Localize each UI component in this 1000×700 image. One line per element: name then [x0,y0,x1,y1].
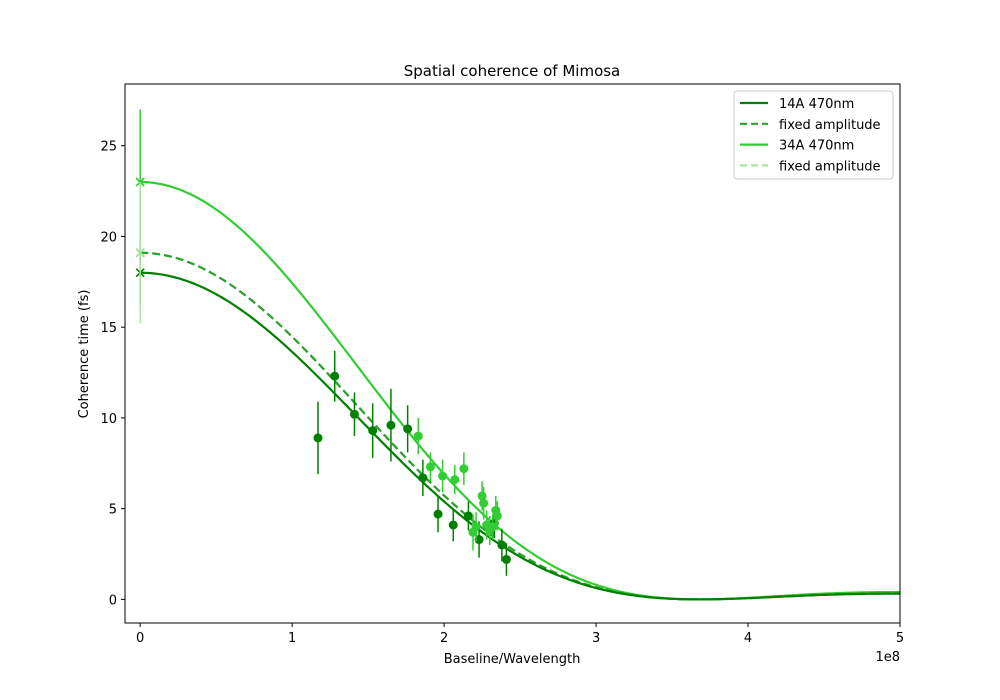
fit-curve-line [140,251,901,601]
data-point [463,511,473,521]
fit-curve-line [140,271,901,601]
data-point [330,371,340,381]
x-tick-label: 2 [440,631,448,646]
legend-label: fixed amplitude [779,118,881,133]
data-point [448,520,458,530]
data-point [474,535,484,545]
y-tick-label: 20 [100,230,117,245]
data-point [459,464,469,474]
data-point [492,511,502,521]
y-tick-label: 5 [109,503,117,518]
data-point [425,462,435,472]
plot-frame [124,83,901,624]
x-axis-label: Baseline/Wavelength [444,652,581,667]
data-point [501,554,511,564]
fit-curves [140,180,901,601]
data-point [450,475,460,485]
data-point [313,433,323,443]
chart-title: Spatial coherence of Mimosa [404,62,621,80]
fit-curve-line [140,251,901,601]
x-tick-label: 4 [744,631,752,646]
data-point [413,431,423,441]
x-tick-label: 3 [592,631,600,646]
y-axis-ticks: 0 5 10 15 20 25 [100,140,125,608]
y-tick-label: 15 [100,321,117,336]
y-tick-label: 10 [100,412,117,427]
data-point [403,424,413,434]
legend-label: 14A 470nm [779,97,854,112]
legend: 14A 470nm fixed amplitude 34A 470nm fixed a… [733,90,894,180]
data-point [418,473,428,483]
y-tick-label: 25 [100,140,117,155]
data-point [433,509,443,519]
data-point [386,420,396,430]
legend-label: 34A 470nm [779,139,854,154]
legend-box [733,90,894,180]
legend-label: fixed amplitude [779,159,881,174]
data-point-cross [135,248,145,258]
data-point [349,409,359,419]
data-point [368,426,378,436]
fit-curve-line [140,180,901,601]
x-tick-label: 0 [136,631,144,646]
y-axis-label: Coherence time (fs) [77,290,92,419]
y-tick-label: 0 [109,593,117,608]
x-tick-label: 1 [288,631,296,646]
data-point [438,471,448,481]
data-point [497,540,507,550]
x-axis-ticks: 0 1 2 3 4 5 [136,623,904,646]
x-axis-multiplier: 1e8 [875,650,900,665]
data-point [479,498,489,508]
x-tick-label: 5 [896,631,904,646]
data-point [488,522,498,532]
data-point [471,522,481,532]
data-points [135,109,511,576]
